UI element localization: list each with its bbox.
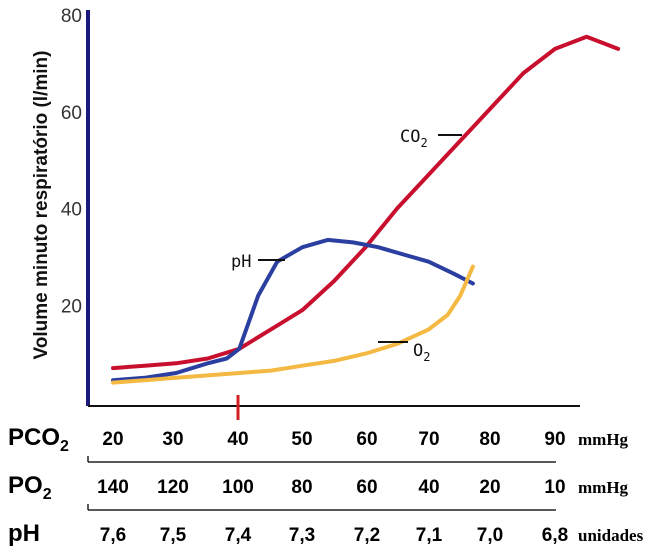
series-line-co2 bbox=[111, 34, 621, 371]
x-tick-label: 80 bbox=[291, 477, 312, 498]
x-row-label: PO2 bbox=[8, 472, 52, 503]
x-tick-label: 7,0 bbox=[477, 525, 503, 546]
x-tick-label: 60 bbox=[356, 429, 377, 450]
x-row-unit: unidades bbox=[578, 526, 644, 545]
x-tick-label: 10 bbox=[544, 477, 565, 498]
x-tick-label: 140 bbox=[97, 477, 129, 498]
x-tick-label: 80 bbox=[479, 429, 500, 450]
x-tick-label: 7,1 bbox=[416, 525, 443, 546]
x-tick-label: 20 bbox=[102, 429, 123, 450]
x-tick-label: 7,6 bbox=[100, 525, 126, 546]
x-tick-label: 6,8 bbox=[542, 525, 568, 546]
y-tick-label: 80 bbox=[61, 6, 82, 27]
x-tick-label: 7,4 bbox=[225, 525, 252, 546]
x-row-label: pH bbox=[8, 520, 40, 547]
x-tick-label: 20 bbox=[479, 477, 500, 498]
y-tick-label: 20 bbox=[61, 296, 82, 317]
series-label-ph: pH bbox=[231, 252, 251, 272]
x-row-unit: mmHg bbox=[578, 478, 629, 497]
x-tick-label: 7,2 bbox=[354, 525, 380, 546]
x-tick-label: 7,5 bbox=[160, 525, 187, 546]
y-axis-title: Volume minuto respiratório (l/min) bbox=[31, 51, 52, 360]
x-row-unit: mmHg bbox=[578, 430, 629, 449]
x-tick-label: 120 bbox=[157, 477, 189, 498]
x-tick-label: 90 bbox=[544, 429, 565, 450]
x-tick-label: 40 bbox=[227, 429, 248, 450]
series-label-o2: O2 bbox=[413, 341, 430, 364]
x-tick-label: 40 bbox=[418, 477, 439, 498]
x-tick-label: 7,3 bbox=[289, 525, 315, 546]
x-tick-label: 30 bbox=[162, 429, 183, 450]
x-tick-label: 70 bbox=[418, 429, 439, 450]
series-line-o2 bbox=[111, 264, 475, 385]
series-line-ph bbox=[111, 237, 475, 383]
y-tick-label: 60 bbox=[61, 103, 82, 124]
series-label-co2: CO2 bbox=[400, 127, 428, 150]
x-row-label: PCO2 bbox=[8, 424, 69, 455]
x-tick-label: 60 bbox=[356, 477, 377, 498]
x-tick-label: 50 bbox=[291, 429, 312, 450]
y-tick-label: 40 bbox=[61, 200, 82, 221]
x-tick-label: 100 bbox=[222, 477, 254, 498]
